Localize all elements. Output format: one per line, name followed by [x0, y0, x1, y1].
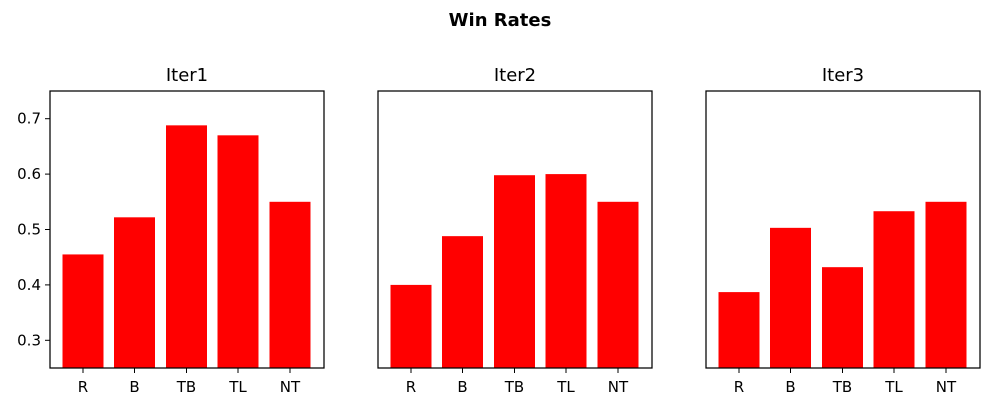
y-tick-label: 0.4	[17, 276, 41, 294]
x-tick-label: NT	[280, 378, 301, 396]
x-tick-label: NT	[936, 378, 957, 396]
x-tick-label: B	[785, 378, 795, 396]
bar-tb	[166, 125, 207, 369]
x-tick-label: B	[129, 378, 139, 396]
y-tick-label: 0.3	[17, 331, 41, 349]
x-tick-label: TB	[176, 378, 196, 396]
x-tick-label: TB	[504, 378, 524, 396]
x-tick-label: R	[734, 378, 744, 396]
bar-tl	[217, 135, 259, 368]
bar-tb	[494, 175, 535, 368]
bar-r	[390, 284, 432, 368]
bar-tl	[873, 211, 915, 368]
bar-b	[442, 236, 483, 368]
bar-b	[770, 227, 811, 368]
x-tick-label: TL	[556, 378, 575, 396]
chart-panel-1: Iter1 R B TB TL NT 0.3 0.4 0.5 0.6 0.7	[17, 65, 325, 396]
x-tick-label: TB	[832, 378, 852, 396]
x-tick-label: B	[457, 378, 467, 396]
bar-r	[718, 292, 760, 368]
bar-nt	[597, 201, 639, 368]
x-tick-label: TL	[228, 378, 247, 396]
x-tick-label: R	[78, 378, 88, 396]
bar-r	[62, 254, 104, 368]
bar-tl	[545, 174, 587, 368]
chart-panel-2: Iter2 R B TB TL NT	[377, 65, 653, 396]
panel-title: Iter3	[822, 65, 864, 86]
x-tick-label: TL	[884, 378, 903, 396]
chart-panel-3: Iter3 R B TB TL NT	[705, 65, 981, 396]
figure-title: Win Rates	[449, 10, 552, 31]
y-tick-label: 0.6	[17, 165, 41, 183]
bar-nt	[269, 201, 311, 368]
x-tick-label: R	[406, 378, 416, 396]
panel-title: Iter1	[166, 65, 208, 86]
panel-title: Iter2	[494, 65, 536, 86]
y-tick-label: 0.5	[17, 221, 41, 239]
bar-b	[114, 217, 155, 368]
x-tick-label: NT	[608, 378, 629, 396]
bar-nt	[925, 201, 967, 368]
y-tick-label: 0.7	[17, 110, 41, 128]
bar-tb	[822, 267, 863, 368]
